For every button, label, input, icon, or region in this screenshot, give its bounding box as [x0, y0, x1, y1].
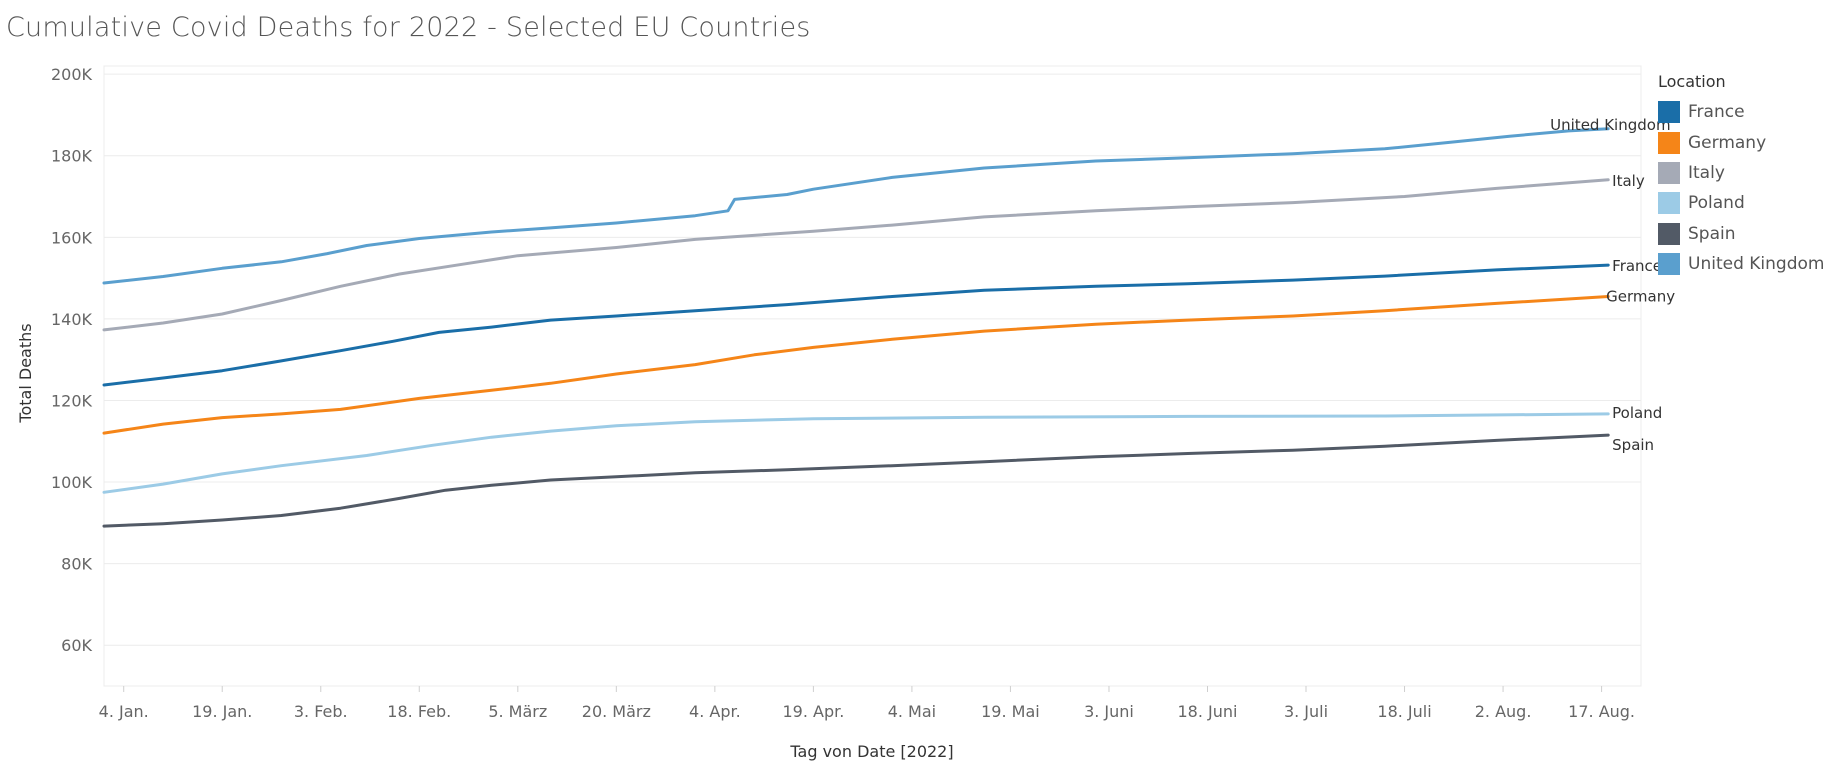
- x-tick-label: 4. Apr.: [689, 702, 741, 721]
- legend-swatch: [1658, 253, 1680, 276]
- x-tick-label: 3. Feb.: [294, 702, 348, 721]
- x-axis-ticks: 4. Jan. 19. Jan. 3. Feb. 18. Feb. 5. März 20.…: [99, 686, 1635, 721]
- series-end-label: United Kingdom: [1550, 116, 1670, 134]
- y-tick-label: 120K: [51, 391, 93, 410]
- legend-swatch: [1658, 192, 1680, 215]
- y-tick-label: 80K: [61, 555, 92, 574]
- y-tick-label: 160K: [51, 228, 93, 247]
- legend-label: Spain: [1688, 223, 1736, 244]
- y-tick-label: 180K: [51, 147, 93, 166]
- x-tick-label: 19. Mai: [981, 702, 1040, 721]
- legend-item-italy[interactable]: Italy: [1658, 158, 1824, 188]
- x-tick-label: 3. Juli: [1284, 702, 1328, 721]
- y-tick-label: 200K: [51, 65, 93, 84]
- legend-item-united-kingdom[interactable]: United Kingdom: [1658, 249, 1824, 279]
- x-axis-title: Tag von Date [2022]: [789, 742, 953, 761]
- series-line-spain[interactable]: [102, 433, 1610, 528]
- series-line-france[interactable]: [102, 263, 1610, 387]
- legend-title: Location: [1658, 72, 1726, 91]
- legend-swatch: [1658, 131, 1680, 154]
- plot-area: [103, 65, 1642, 687]
- gridlines: [104, 73, 1641, 646]
- chart-title: Cumulative Covid Deaths for 2022 - Selec…: [6, 12, 811, 43]
- series-line-poland[interactable]: [102, 412, 1610, 494]
- legend-label: Poland: [1688, 193, 1745, 214]
- series-end-label: Germany: [1606, 287, 1675, 305]
- legend-item-spain[interactable]: Spain: [1658, 219, 1824, 249]
- series-lines: [102, 127, 1610, 528]
- series-end-label: France: [1612, 257, 1662, 275]
- series-line-germany[interactable]: [102, 295, 1610, 435]
- legend-swatch: [1658, 222, 1680, 245]
- legend-label: Italy: [1688, 162, 1725, 183]
- legend-label: Germany: [1688, 132, 1767, 153]
- series-end-label: Italy: [1612, 172, 1645, 190]
- legend: Location France Germany Italy Poland Spa…: [1658, 72, 1824, 279]
- y-tick-label: 100K: [51, 473, 93, 492]
- series-end-labels: France Germany Italy Poland Spain United King…: [1550, 116, 1675, 454]
- y-tick-label: 140K: [51, 310, 93, 329]
- legend-item-germany[interactable]: Germany: [1658, 127, 1824, 157]
- x-tick-label: 4. Jan.: [99, 702, 149, 721]
- series-end-label: Spain: [1612, 436, 1654, 454]
- x-tick-label: 19. Apr.: [782, 702, 844, 721]
- y-tick-label: 60K: [61, 636, 92, 655]
- series-line-italy[interactable]: [102, 178, 1610, 332]
- x-tick-label: 17. Aug.: [1568, 702, 1635, 721]
- x-tick-label: 3. Juni: [1084, 702, 1134, 721]
- x-tick-label: 18. Juni: [1177, 702, 1237, 721]
- x-tick-label: 4. Mai: [888, 702, 936, 721]
- x-tick-label: 2. Aug.: [1475, 702, 1532, 721]
- legend-item-poland[interactable]: Poland: [1658, 188, 1824, 218]
- legend-swatch: [1658, 161, 1680, 184]
- y-axis-title: Total Deaths: [16, 323, 35, 423]
- x-tick-label: 20. März: [582, 702, 651, 721]
- legend-swatch: [1658, 101, 1680, 124]
- legend-label: France: [1688, 102, 1745, 123]
- x-tick-label: 5. März: [488, 702, 547, 721]
- x-tick-label: 18. Feb.: [387, 702, 451, 721]
- x-tick-label: 19. Jan.: [192, 702, 252, 721]
- x-tick-label: 18. Juli: [1377, 702, 1431, 721]
- legend-item-france[interactable]: France: [1658, 97, 1824, 127]
- y-axis-ticks: 60K 80K 100K 120K 140K 160K 180K 200K: [51, 65, 93, 655]
- series-end-label: Poland: [1612, 404, 1662, 422]
- series-line-united-kingdom[interactable]: [102, 127, 1610, 285]
- legend-label: United Kingdom: [1688, 254, 1825, 275]
